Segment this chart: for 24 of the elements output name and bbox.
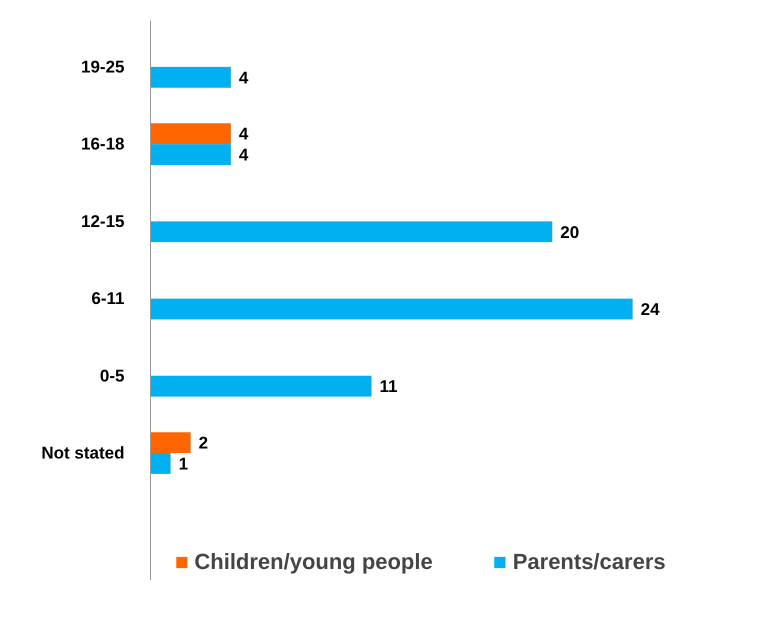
y-tick-label: 19-25 [81, 57, 125, 76]
data-label: 2 [198, 434, 208, 453]
y-tick-label: 12-15 [81, 212, 125, 231]
data-label: 1 [178, 454, 188, 474]
bar [150, 144, 231, 165]
data-label: 11 [379, 377, 398, 396]
bar [150, 123, 231, 144]
data-label: 24 [640, 300, 660, 319]
y-tick-label: Not stated [41, 444, 125, 463]
bar [150, 376, 372, 397]
bar [150, 298, 633, 320]
bar [150, 66, 231, 88]
legend-label: Parents/carers [512, 549, 666, 575]
bar [150, 453, 171, 474]
y-tick-label: 16-18 [81, 134, 125, 154]
y-tick-label: 6-11 [91, 289, 125, 308]
data-label: 4 [238, 124, 249, 144]
data-label: 4 [238, 68, 249, 88]
data-label: 20 [560, 222, 580, 242]
legend-label: Children/young people [194, 549, 433, 575]
y-tick-label: 0-5 [100, 366, 125, 386]
bar [150, 432, 191, 454]
data-label: 4 [238, 146, 249, 165]
bar [150, 221, 552, 242]
